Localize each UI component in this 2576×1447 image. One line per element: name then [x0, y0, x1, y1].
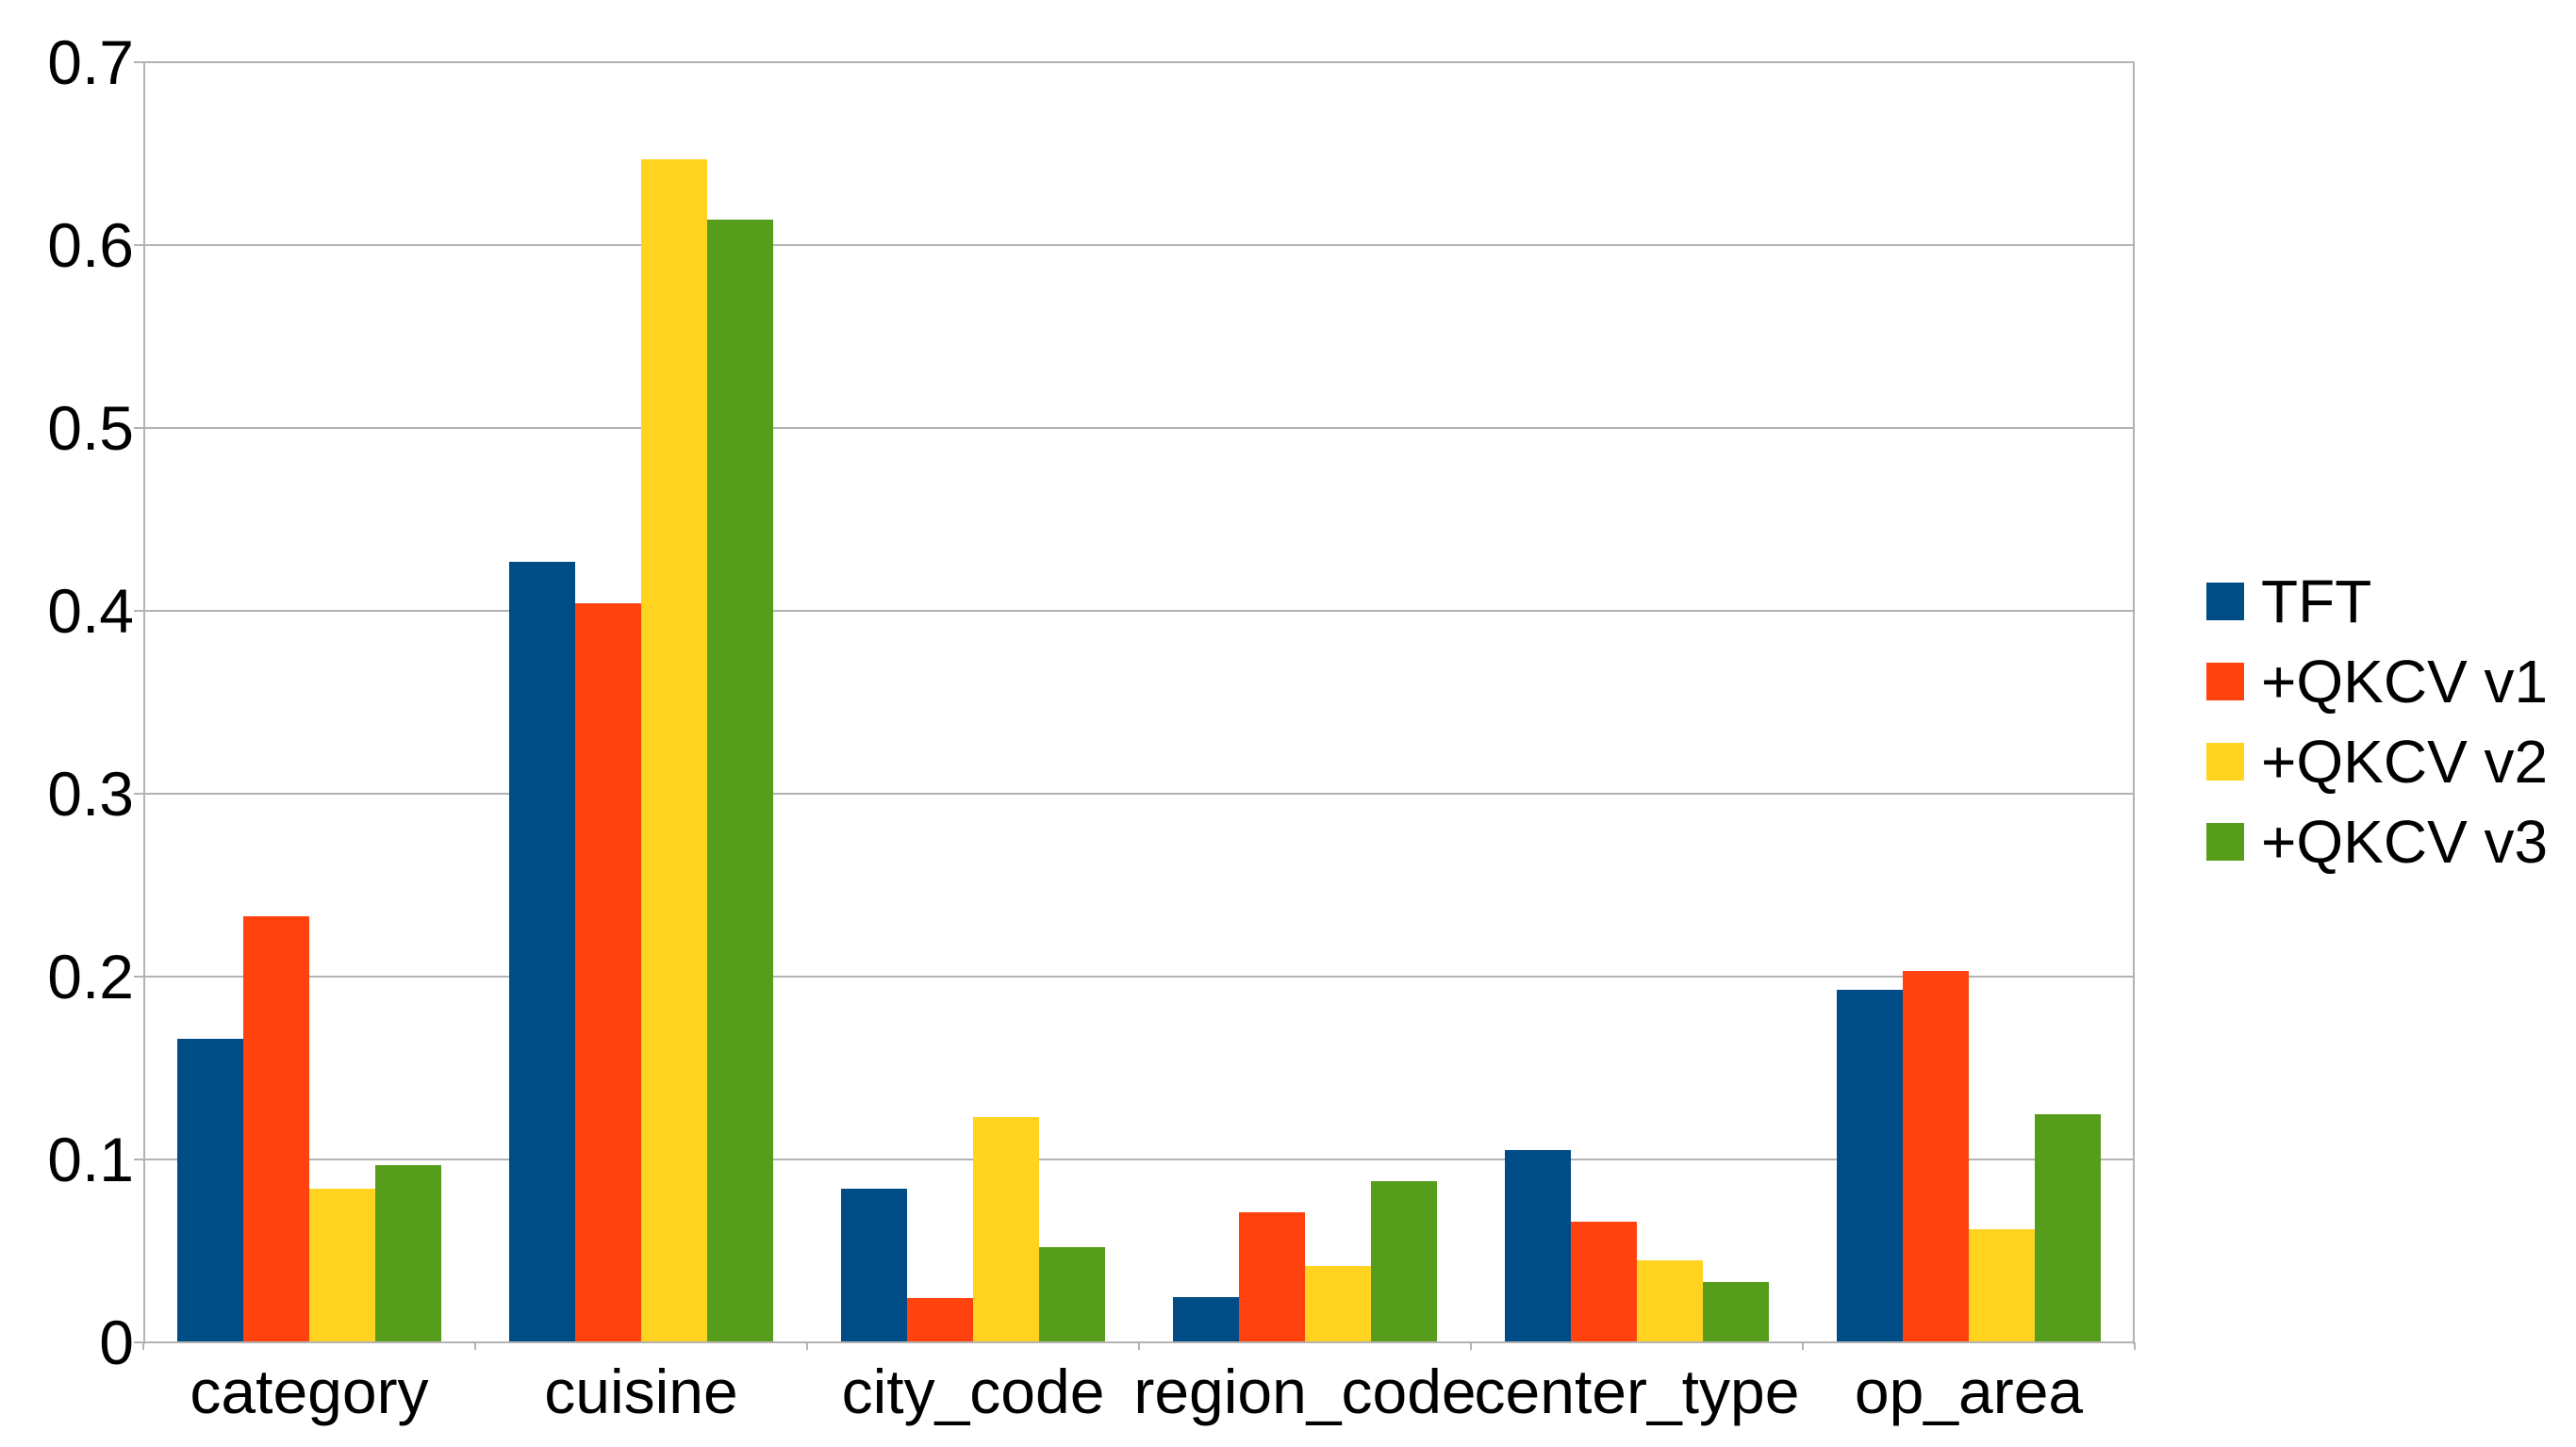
legend-label: +QKCV v2 [2261, 728, 2549, 796]
y-tick-label: 0.4 [47, 576, 134, 646]
bar--qkcv-v2-region_code [1305, 1265, 1371, 1342]
bar-tft-region_code [1173, 1296, 1239, 1342]
y-gridline [143, 244, 2135, 246]
legend-swatch-icon [2206, 823, 2244, 861]
legend-swatch-icon [2206, 663, 2244, 700]
bar--qkcv-v3-city_code [1039, 1247, 1105, 1342]
bar--qkcv-v1-op_area [1903, 971, 1969, 1342]
bar--qkcv-v1-region_code [1239, 1212, 1305, 1342]
bar--qkcv-v1-cuisine [575, 603, 641, 1342]
x-axis-tick [2134, 1342, 2136, 1350]
bar-tft-city_code [841, 1189, 907, 1342]
legend-label: +QKCV v3 [2261, 808, 2549, 876]
x-axis-tick [142, 1342, 144, 1350]
bar--qkcv-v1-city_code [907, 1298, 973, 1342]
bar--qkcv-v2-center_type [1637, 1259, 1703, 1342]
bar-tft-cuisine [509, 561, 575, 1342]
legend-item: +QKCV v1 [2206, 648, 2548, 715]
x-axis-tick [474, 1342, 476, 1350]
bar-tft-category [177, 1038, 243, 1342]
y-gridline [143, 61, 2135, 63]
x-tick-label: region_code [1133, 1357, 1477, 1426]
y-axis-tick [134, 976, 143, 978]
y-tick-label: 0.1 [47, 1125, 134, 1194]
y-tick-label: 0.6 [47, 210, 134, 280]
legend-item: +QKCV v2 [2206, 728, 2548, 796]
x-tick-label: op_area [1854, 1357, 2084, 1426]
y-axis-tick [134, 61, 143, 63]
x-axis-line [134, 1341, 2135, 1343]
x-tick-label: city_code [841, 1357, 1105, 1426]
bar--qkcv-v3-category [375, 1164, 441, 1342]
y-tick-label: 0.5 [47, 393, 134, 463]
y-gridline [143, 976, 2135, 978]
legend-swatch-icon [2206, 743, 2244, 781]
bar--qkcv-v1-center_type [1571, 1221, 1637, 1342]
y-tick-label: 0 [99, 1307, 134, 1377]
bar--qkcv-v3-region_code [1371, 1181, 1437, 1342]
y-gridline [143, 427, 2135, 429]
x-axis-tick [806, 1342, 808, 1350]
bar--qkcv-v3-op_area [2035, 1113, 2101, 1342]
legend-label: TFT [2261, 567, 2372, 635]
y-gridline [143, 610, 2135, 612]
legend-label: +QKCV v1 [2261, 648, 2549, 715]
y-axis-tick [134, 427, 143, 429]
y-gridline [143, 1159, 2135, 1160]
bar--qkcv-v3-cuisine [707, 219, 773, 1342]
y-tick-label: 0.7 [47, 27, 134, 97]
x-axis-tick [1802, 1342, 1804, 1350]
y-axis-tick [134, 793, 143, 795]
x-tick-label: cuisine [544, 1357, 738, 1426]
x-axis-tick [1138, 1342, 1140, 1350]
bar--qkcv-v1-category [243, 915, 309, 1342]
bar--qkcv-v2-cuisine [641, 158, 707, 1342]
bar-tft-op_area [1837, 989, 1903, 1342]
y-axis-tick [134, 244, 143, 246]
bar--qkcv-v2-op_area [1969, 1228, 2035, 1342]
y-tick-label: 0.2 [47, 942, 134, 1011]
y-axis-line [143, 62, 145, 1344]
x-tick-label: center_type [1474, 1357, 1800, 1426]
bar--qkcv-v3-center_type [1703, 1281, 1769, 1342]
y-gridline [143, 793, 2135, 795]
y-axis-tick [134, 1159, 143, 1160]
plot-right-border [2133, 62, 2135, 1344]
x-tick-label: category [190, 1357, 429, 1426]
y-axis-tick [134, 610, 143, 612]
legend-item: TFT [2206, 567, 2371, 635]
legend-swatch-icon [2206, 583, 2244, 620]
bar--qkcv-v2-category [309, 1189, 375, 1342]
bar--qkcv-v2-city_code [973, 1117, 1039, 1342]
y-tick-label: 0.3 [47, 759, 134, 829]
legend-item: +QKCV v3 [2206, 808, 2548, 876]
x-axis-tick [1470, 1342, 1472, 1350]
bar-tft-center_type [1505, 1150, 1571, 1342]
